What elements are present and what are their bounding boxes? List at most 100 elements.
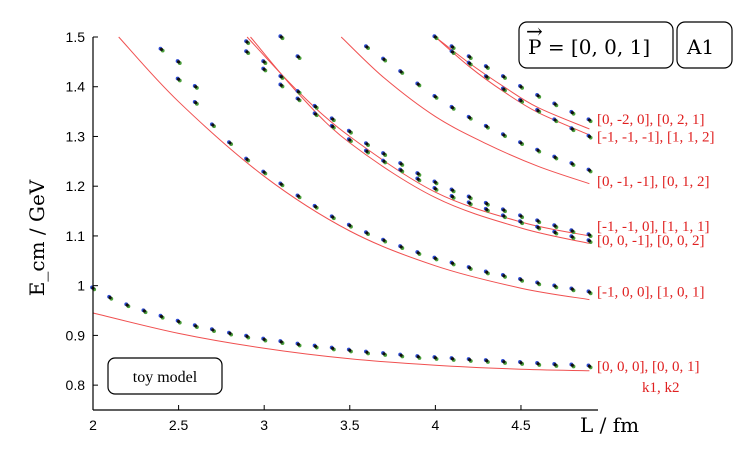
data-point	[262, 337, 266, 341]
x-tick-label: 4.5	[511, 417, 531, 433]
data-point	[468, 55, 472, 59]
data-point	[159, 47, 164, 52]
data-point	[502, 208, 506, 212]
data-point	[399, 168, 403, 172]
x-tick-label: 3	[260, 417, 268, 433]
y-tick-label: 1.2	[66, 178, 86, 194]
data-point	[433, 256, 437, 260]
data-point	[331, 124, 335, 129]
data-point	[450, 45, 455, 49]
noninteracting-curves	[92, 36, 590, 372]
data-point	[211, 328, 215, 332]
x-axis-label: L / fm	[580, 413, 639, 437]
level-curve-4	[340, 36, 590, 185]
level-label: [0, -2, 0], [0, 2, 1]	[597, 112, 704, 128]
data-point	[468, 61, 472, 65]
data-point	[296, 90, 301, 94]
data-point	[399, 70, 403, 74]
data-point	[348, 138, 352, 142]
data-point	[502, 274, 506, 278]
data-point	[348, 223, 352, 228]
x-tick-label: 2	[89, 417, 97, 433]
y-tick-label: 1.5	[66, 29, 86, 45]
data-point	[262, 67, 266, 71]
data-point	[313, 112, 318, 116]
data-point	[296, 97, 301, 101]
momentum-box: → P = [0, 0, 1]	[518, 19, 674, 69]
data-point	[142, 309, 146, 313]
data-point	[399, 162, 403, 166]
data-point	[485, 270, 489, 274]
data-point	[519, 220, 523, 224]
data-point	[485, 207, 489, 212]
data-point	[245, 334, 249, 338]
data-point	[485, 202, 489, 206]
data-point	[228, 331, 232, 336]
data-point	[536, 362, 540, 366]
data-point	[587, 233, 592, 237]
data-point	[348, 348, 352, 352]
data-point	[194, 324, 198, 328]
data-point	[331, 215, 335, 219]
data-point	[450, 106, 455, 110]
data-point	[245, 40, 249, 44]
level-label: [0, -1, -1], [0, 1, 2]	[597, 174, 709, 190]
data-point	[570, 363, 574, 367]
data-point	[570, 110, 574, 115]
data-point	[570, 162, 574, 166]
data-point	[587, 168, 592, 172]
x-tick-label: 2.5	[169, 417, 189, 433]
data-point	[433, 35, 437, 39]
x-axis-ticks: 2 2.5 3 3.5 4 4.5	[89, 405, 531, 433]
data-point	[502, 133, 506, 137]
data-point	[450, 195, 455, 199]
level-label: [0, 0, 0], [0, 0, 1]	[597, 359, 699, 375]
data-point	[125, 303, 129, 307]
data-point	[245, 50, 249, 54]
data-point	[502, 87, 506, 91]
data-point	[416, 355, 420, 359]
y-tick-label: 0.9	[66, 327, 86, 343]
data-point	[331, 117, 335, 121]
data-point	[279, 340, 283, 344]
y-tick-label: 1.1	[66, 228, 86, 244]
data-point	[433, 356, 437, 360]
energy-points	[90, 34, 593, 370]
data-point	[553, 284, 557, 288]
data-point	[485, 75, 489, 79]
data-point	[416, 251, 420, 255]
y-tick-label: 1	[77, 278, 85, 294]
data-point	[553, 102, 557, 106]
data-point	[211, 123, 215, 127]
level-curve-1	[118, 36, 590, 301]
level-label: [-1, 0, 0], [1, 0, 1]	[597, 285, 704, 301]
data-point	[331, 346, 335, 350]
data-point	[450, 188, 455, 192]
data-point	[382, 57, 386, 61]
data-point	[382, 152, 386, 156]
data-point	[485, 359, 489, 363]
level-curve-6	[435, 36, 590, 130]
data-point	[536, 94, 540, 98]
data-point	[485, 124, 489, 129]
data-point	[519, 85, 523, 89]
data-point	[194, 101, 198, 105]
data-point	[519, 278, 523, 282]
data-point	[382, 238, 386, 243]
data-point	[176, 77, 181, 81]
data-point	[485, 65, 489, 69]
x-tick-label: 3.5	[340, 417, 360, 433]
data-point	[313, 105, 318, 109]
data-point	[468, 358, 472, 362]
data-point	[108, 296, 112, 300]
data-point	[502, 75, 506, 79]
data-point	[553, 155, 557, 159]
data-point	[382, 159, 386, 163]
data-point	[433, 180, 437, 184]
level-label: [-1, -1, -1], [1, 1, 2]	[597, 129, 714, 145]
momentum-label: P = [0, 0, 1]	[528, 35, 650, 59]
data-point	[433, 95, 437, 99]
data-point	[536, 281, 540, 285]
data-point	[450, 50, 455, 54]
